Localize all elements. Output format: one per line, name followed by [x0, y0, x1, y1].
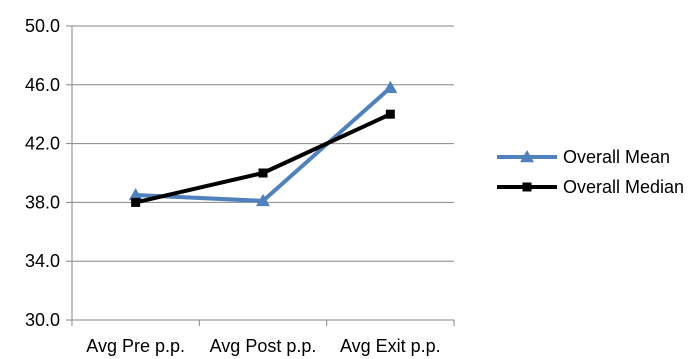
series-2	[131, 109, 395, 207]
y-tick-label: 30.0	[25, 310, 60, 330]
data-point	[385, 109, 395, 119]
data-point	[256, 193, 270, 207]
legend-label: Overall Median	[563, 177, 684, 197]
y-tick-label: 42.0	[25, 134, 60, 154]
x-axis: Avg Pre p.p. Avg Post p.p. Avg Exit p.p.	[71, 319, 455, 356]
series-line	[135, 112, 392, 205]
y-tick-label: 38.0	[25, 192, 60, 212]
x-tick-label: Avg Post p.p.	[210, 336, 317, 356]
data-point	[128, 188, 143, 201]
data-point	[258, 168, 268, 178]
data-point	[131, 197, 141, 207]
data-point	[383, 80, 398, 93]
x-tick-label: Avg Exit p.p.	[340, 336, 441, 356]
gridlines	[72, 25, 454, 262]
legend-label: Overall Mean	[563, 147, 670, 167]
legend: Overall Mean Overall Median	[497, 147, 684, 197]
legend-item: Overall Mean	[497, 147, 670, 167]
y-tick-label: 46.0	[25, 75, 60, 95]
legend-marker	[520, 150, 534, 163]
series-line	[135, 86, 392, 203]
y-axis: 30.0 34.0 38.0 42.0 46.0 50.0	[25, 16, 73, 330]
series-1	[128, 80, 398, 207]
series-lines	[128, 80, 398, 207]
y-tick-label: 34.0	[25, 251, 60, 271]
x-tick-label: Avg Pre p.p.	[86, 336, 185, 356]
legend-item: Overall Median	[497, 177, 684, 197]
legend-marker	[522, 182, 532, 192]
y-tick-label: 50.0	[25, 16, 60, 36]
